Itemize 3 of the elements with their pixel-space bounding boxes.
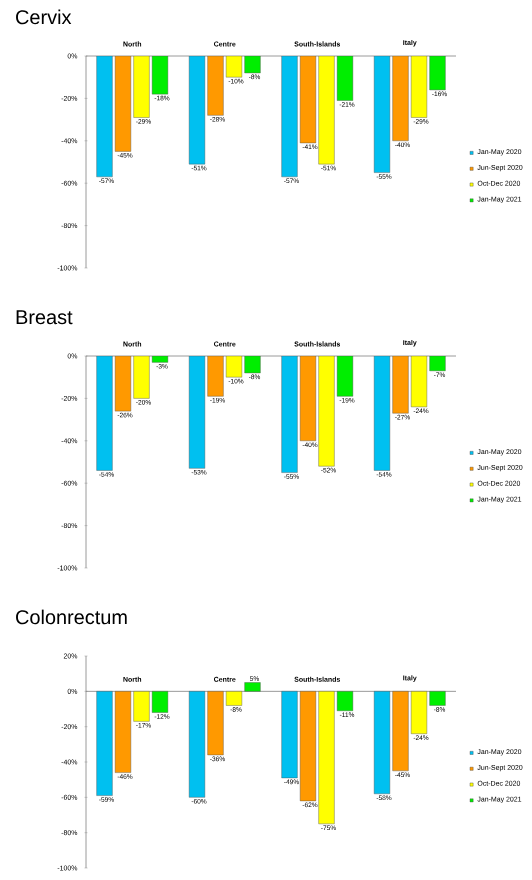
chart-title: Breast [16,310,73,325]
chart-title: Colonrectum [16,609,127,625]
chart-title: Cervix [16,9,72,25]
